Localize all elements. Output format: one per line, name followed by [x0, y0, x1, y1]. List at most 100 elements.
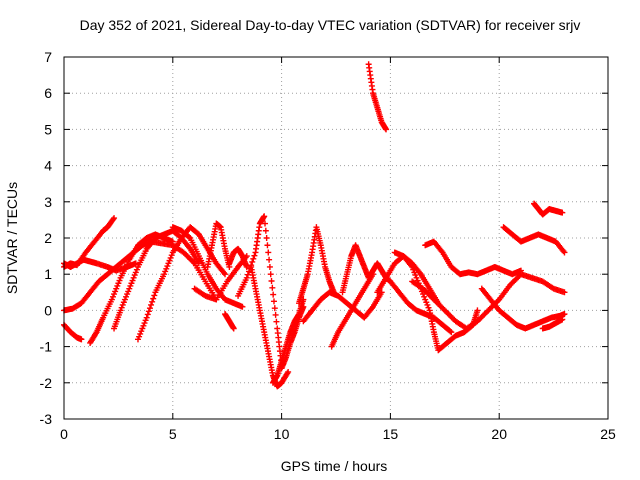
data-point: [412, 272, 419, 279]
x-tick-label: 20: [491, 426, 507, 442]
data-point: [411, 269, 418, 276]
data-point: [121, 296, 128, 303]
data-point: [128, 280, 135, 287]
data-point: [116, 277, 123, 284]
data-point: [448, 329, 455, 336]
y-axis-label: SDTVAR / TECUs: [4, 182, 20, 294]
data-point: [141, 320, 148, 327]
data-point: [138, 328, 145, 335]
x-tick-label: 10: [274, 426, 290, 442]
series-arc-03: [61, 321, 85, 343]
series-arc-13: [235, 213, 285, 368]
data-point: [424, 301, 431, 308]
x-tick-label: 5: [169, 426, 177, 442]
series-arc-14: [248, 263, 292, 390]
data-point: [144, 311, 151, 318]
data-point: [126, 285, 133, 292]
data-point: [559, 316, 566, 323]
data-point: [119, 301, 126, 308]
data-point: [266, 256, 273, 263]
data-point: [422, 296, 429, 303]
y-tick-label: 4: [44, 158, 52, 174]
data-point: [425, 304, 432, 311]
data-point: [111, 291, 118, 298]
data-point: [270, 291, 277, 298]
series-arc-16: [278, 303, 307, 372]
data-point: [140, 322, 147, 329]
series-arc-17: [296, 224, 337, 307]
series-arc-29: [539, 316, 566, 332]
data-point: [268, 277, 275, 284]
data-point: [164, 263, 171, 270]
data-point: [115, 280, 122, 287]
data-point: [222, 271, 229, 278]
series-arc-23: [391, 249, 481, 354]
data-point: [561, 249, 568, 256]
data-point: [270, 298, 277, 305]
y-tick-label: -1: [40, 339, 53, 355]
axis-ticks: 0 5 10 15 20 25 -3 -2 -1 0 1 2 3 4 5 6 7: [40, 49, 616, 442]
data-point: [561, 311, 568, 318]
data-point: [145, 308, 152, 315]
data-point: [409, 263, 416, 270]
data-point: [114, 282, 121, 289]
data-point: [243, 274, 250, 281]
data-point: [265, 249, 272, 256]
data-point: [137, 330, 144, 337]
data-point: [423, 299, 430, 306]
data-point: [112, 288, 119, 295]
series-arc-20: [339, 242, 455, 336]
data-point: [124, 291, 131, 298]
data-point: [78, 336, 85, 343]
data-point: [272, 311, 279, 318]
data-point: [410, 266, 417, 273]
series-arc-24: [409, 271, 568, 332]
data-point: [300, 303, 307, 310]
data-point: [163, 265, 170, 272]
data-point: [161, 271, 168, 278]
data-point: [167, 254, 174, 261]
x-axis-label: GPS time / hours: [281, 458, 388, 474]
data-point: [262, 220, 269, 227]
data-point: [117, 307, 124, 314]
data-point: [383, 126, 390, 133]
data-point: [130, 274, 137, 281]
series-arc-28: [531, 200, 566, 218]
data-point: [113, 285, 120, 292]
data-point: [136, 333, 143, 340]
grid: [64, 57, 608, 419]
data-point: [420, 291, 427, 298]
y-tick-label: 0: [44, 302, 52, 318]
x-tick-label: 25: [600, 426, 616, 442]
series-arc-26: [478, 285, 568, 332]
data-point: [239, 303, 246, 310]
data-point: [166, 257, 173, 264]
data-point: [133, 266, 140, 273]
y-tick-label: -3: [40, 411, 53, 427]
plot-frame: [63, 56, 609, 420]
series-arc-12: [222, 311, 237, 332]
data-point: [127, 282, 134, 289]
data-point: [421, 293, 428, 300]
y-tick-label: 6: [44, 85, 52, 101]
data-point: [131, 272, 138, 279]
data-point: [150, 295, 157, 302]
series-arc-09: [204, 220, 233, 270]
y-tick-label: -2: [40, 375, 53, 391]
data-point: [151, 292, 158, 299]
data-point: [118, 304, 125, 311]
data-point: [134, 336, 141, 343]
series-arc-02: [61, 256, 139, 274]
data-point: [139, 325, 146, 332]
y-tick-label: 7: [44, 49, 52, 65]
data-point: [142, 317, 149, 324]
data-point: [285, 368, 292, 375]
data-point: [111, 215, 118, 222]
data-point: [123, 293, 130, 300]
data-point: [125, 288, 132, 295]
x-tick-label: 15: [383, 426, 399, 442]
data-point: [132, 269, 139, 276]
data-point: [251, 252, 258, 259]
series-arc-21: [365, 61, 390, 133]
